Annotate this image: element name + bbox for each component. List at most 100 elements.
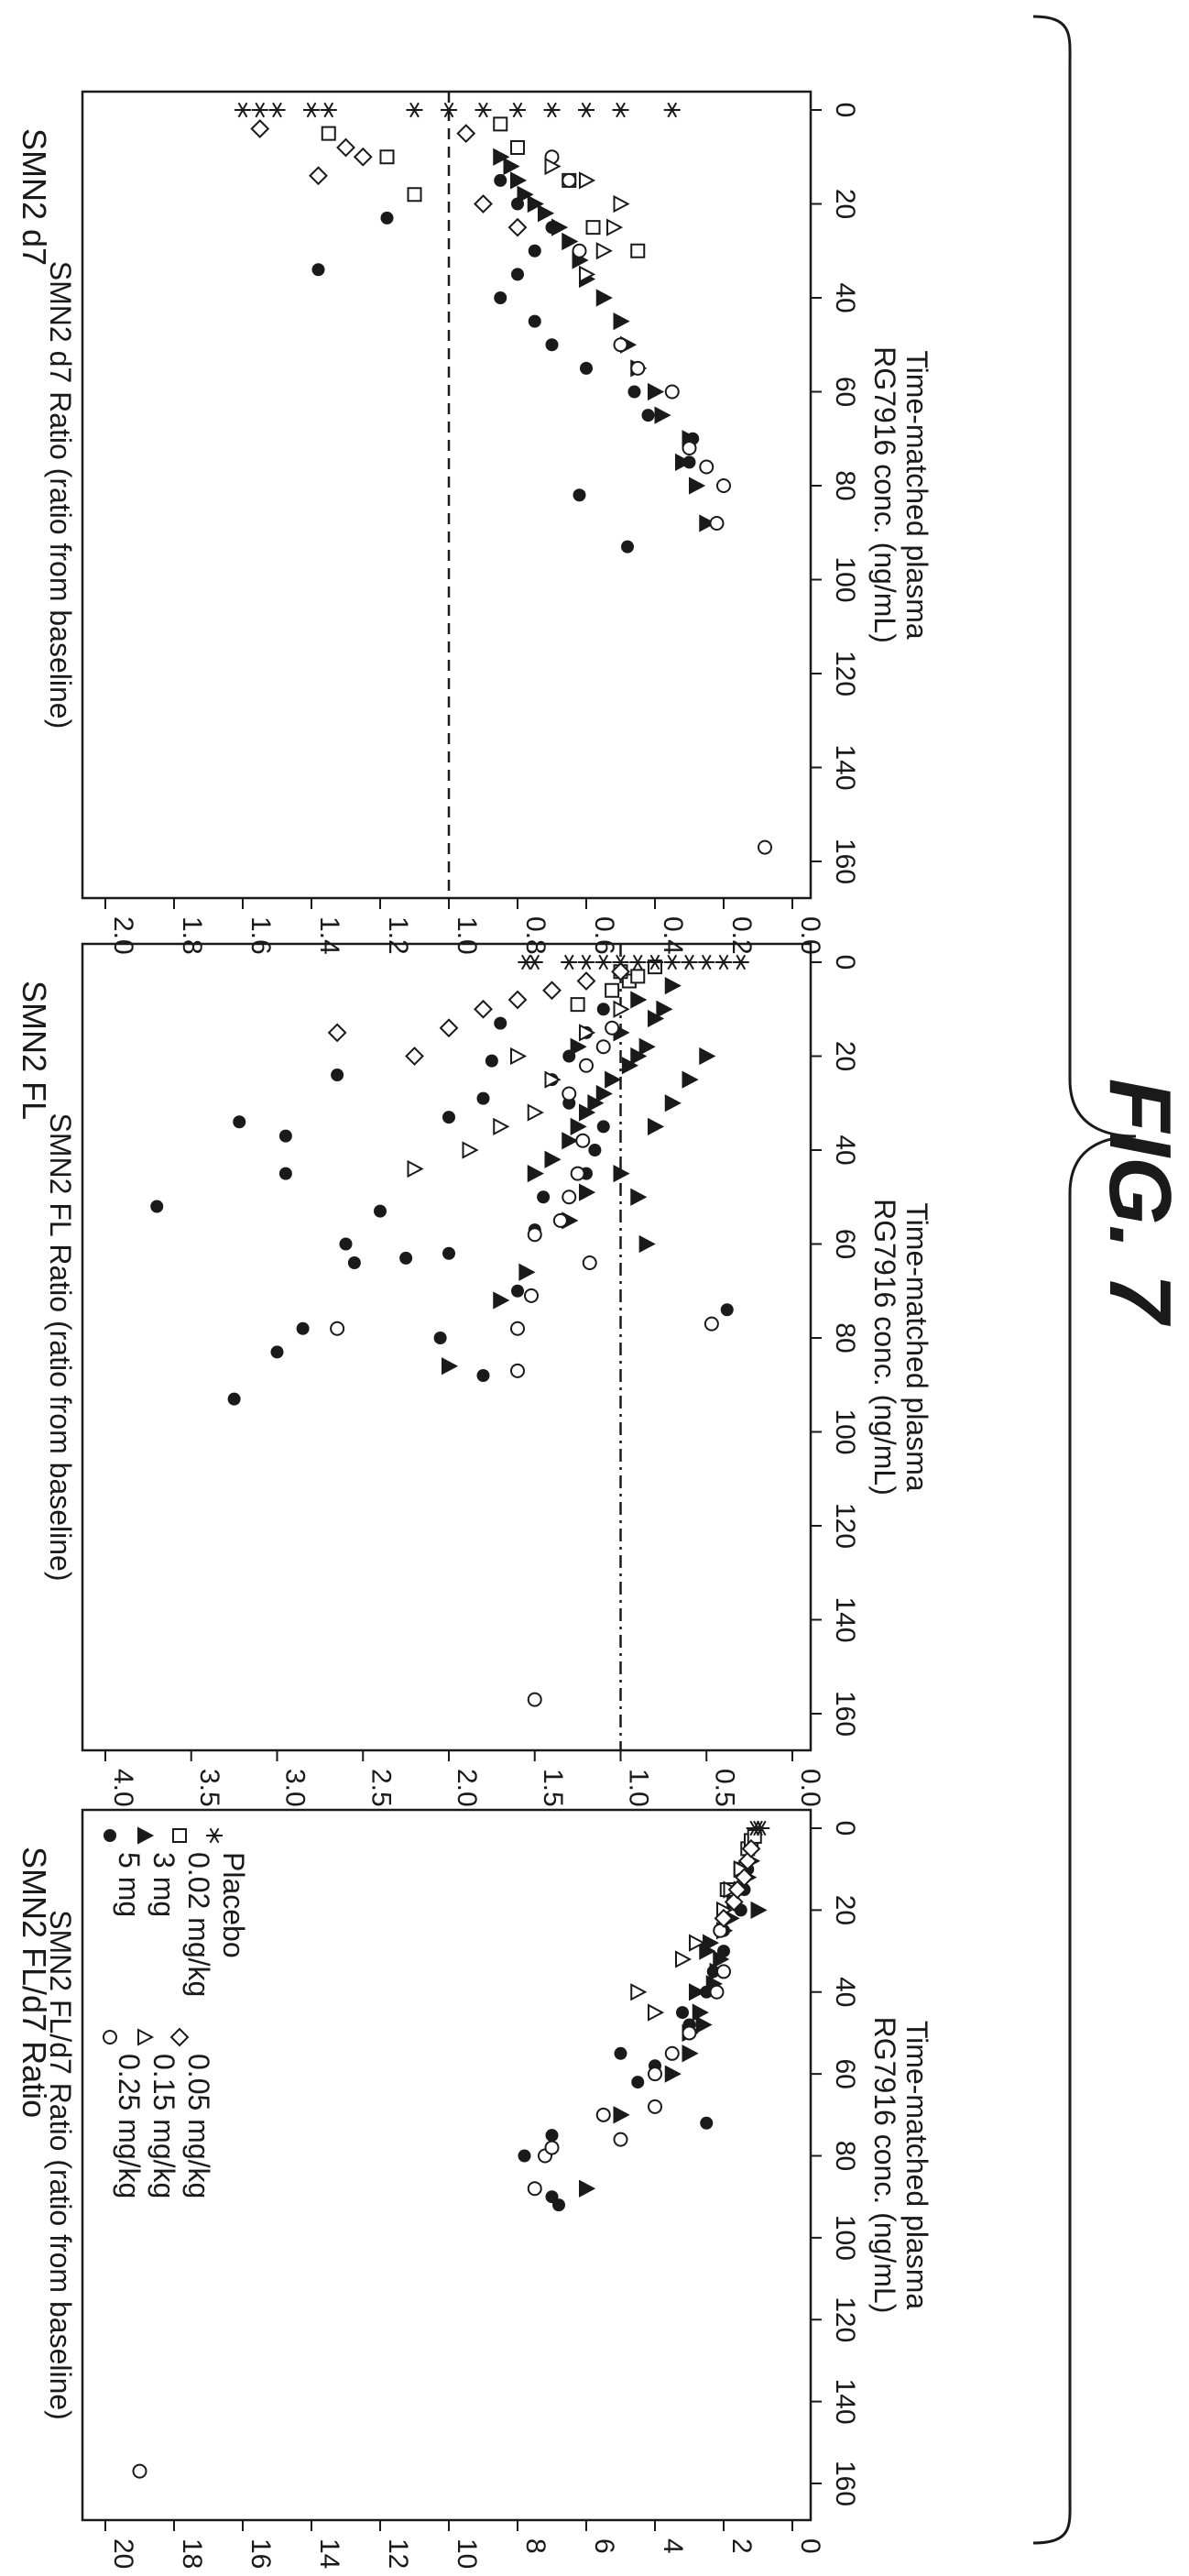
data-point-filled-triangle (699, 1047, 716, 1066)
data-point-filled-triangle (579, 1183, 596, 1201)
y-tick-label: 2.0 (452, 1769, 482, 1807)
y-axis-label: SMN2 FL/d7 Ratio (ratio from baseline) (44, 1910, 77, 2420)
data-point-filled-circle (511, 1284, 524, 1298)
data-point-open-circle (595, 2107, 611, 2122)
data-point-open-circle (527, 2181, 542, 2197)
data-point-filled-triangle (621, 1057, 638, 1075)
x-axis-label-line2: RG7916 conc. (ng/mL) (868, 2017, 901, 2314)
data-point-open-diamond (507, 217, 528, 237)
data-point-open-diamond (474, 194, 493, 214)
data-point-filled-circle (270, 1345, 284, 1359)
data-point-filled-circle (296, 1321, 310, 1335)
data-point-open-circle (544, 2140, 560, 2155)
y-tick-label: 2.0 (108, 916, 138, 955)
x-axis-label-line2: RG7916 conc. (ng/mL) (868, 346, 901, 643)
y-tick-label: 0.4 (658, 916, 688, 955)
data-point-filled-triangle (493, 1291, 510, 1310)
data-point-filled-triangle (695, 2015, 713, 2034)
data-point-open-triangle (544, 1070, 562, 1089)
data-point-open-circle (562, 1086, 577, 1102)
data-point-open-triangle (579, 171, 596, 190)
y-tick-label: 14 (314, 2538, 344, 2569)
data-point-asterisk (441, 102, 457, 118)
x-tick-label: 60 (830, 377, 860, 407)
data-point-open-circle (570, 1166, 585, 1181)
legend-label: 0.15 mg/kg (147, 2054, 180, 2198)
chart-panel-2: 0 20 40 60 80 100 120 140 160 0.0 0.2 0.4 0.6 0.8 1.0 1… (16, 90, 933, 955)
x-tick-label: 20 (830, 1041, 860, 1071)
data-point-open-circle (510, 1363, 525, 1378)
data-point-filled-triangle (682, 1070, 699, 1089)
chart-title: SMN2 d7 (16, 128, 53, 266)
plot-frame (81, 1808, 813, 2522)
x-tick-label: 0 (830, 1821, 860, 1836)
data-point-asterisk (578, 102, 594, 118)
legend-label: 3 mg (147, 1852, 180, 1917)
data-point-open-diamond (714, 1908, 734, 1928)
figure-label: FIG. 7 (1091, 1079, 1189, 1327)
data-point-open-circle (613, 337, 628, 353)
data-point-filled-triangle (503, 157, 520, 176)
data-point-filled-circle (552, 2198, 565, 2212)
data-point-open-circle (682, 441, 697, 455)
data-point-filled-triangle (699, 514, 716, 532)
data-point-open-triangle (613, 194, 630, 214)
data-point-open-triangle (462, 1141, 479, 1159)
data-point-filled-triangle (630, 991, 648, 1009)
y-tick-label: 1.2 (383, 916, 413, 955)
data-point-filled-triangle (664, 1094, 682, 1113)
data-point-open-triangle (544, 157, 562, 176)
data-point-filled-circle (631, 2076, 645, 2089)
data-point-filled-triangle (648, 382, 665, 401)
data-point-asterisk (746, 1820, 763, 1836)
data-point-filled-circle (528, 244, 541, 258)
data-point-open-circle (605, 1020, 620, 1036)
data-point-open-square (510, 140, 525, 155)
legend-symbol-filled-circle (104, 1829, 116, 1842)
x-tick-label: 80 (830, 1322, 860, 1353)
data-point-filled-circle (700, 2116, 714, 2130)
data-point-filled-triangle (579, 2179, 596, 2198)
data-point-filled-triangle (538, 204, 555, 223)
data-point-filled-triangle (613, 2106, 630, 2124)
chart-title: SMN2 FL (16, 981, 53, 1120)
x-axis-label-line2: RG7916 conc. (ng/mL) (868, 1199, 901, 1496)
data-point-filled-circle (588, 1144, 602, 1156)
y-tick-label: 1.0 (452, 916, 482, 955)
data-point-asterisk (320, 102, 337, 118)
data-point-open-diamond (327, 1023, 347, 1043)
x-axis-label-line1: Time-matched plasma (900, 1202, 933, 1492)
data-point-asterisk (663, 954, 681, 970)
data-point-filled-triangle (648, 1009, 665, 1028)
y-tick-label: 12 (383, 2538, 413, 2569)
x-tick-label: 140 (830, 744, 860, 790)
data-point-filled-triangle (544, 1150, 562, 1168)
x-tick-label: 20 (830, 1895, 860, 1925)
data-point-filled-triangle (579, 1103, 596, 1122)
legend-label: Placebo (217, 1852, 250, 1958)
data-point-asterisk (406, 102, 423, 118)
x-tick-label: 120 (830, 1503, 860, 1549)
y-tick-label: 0.0 (795, 1769, 825, 1807)
x-tick-label: 140 (830, 1596, 860, 1642)
y-tick-label: 1.8 (177, 916, 207, 955)
y-axis-label: SMN2 d7 Ratio (ratio from baseline) (44, 261, 77, 729)
data-point-filled-triangle (692, 2003, 709, 2022)
data-point-asterisk (681, 954, 698, 970)
data-point-asterisk (578, 954, 594, 970)
data-point-filled-circle (627, 385, 641, 399)
data-point-open-circle (758, 839, 772, 855)
data-point-filled-circle (528, 314, 541, 328)
data-point-filled-triangle (570, 1117, 587, 1136)
x-tick-label: 100 (830, 2215, 860, 2261)
x-tick-label: 80 (830, 470, 860, 500)
data-point-open-circle (648, 2099, 662, 2114)
data-point-open-circle (552, 1212, 568, 1228)
legend-symbol-open-triangle (137, 2028, 155, 2046)
data-point-open-circle (699, 459, 714, 475)
data-point-open-circle (562, 1189, 577, 1205)
data-point-filled-circle (278, 1167, 292, 1180)
data-point-filled-triangle (630, 1188, 648, 1206)
y-tick-label: 10 (452, 2538, 482, 2569)
legend-label: 0.05 mg/kg (182, 2054, 215, 2198)
